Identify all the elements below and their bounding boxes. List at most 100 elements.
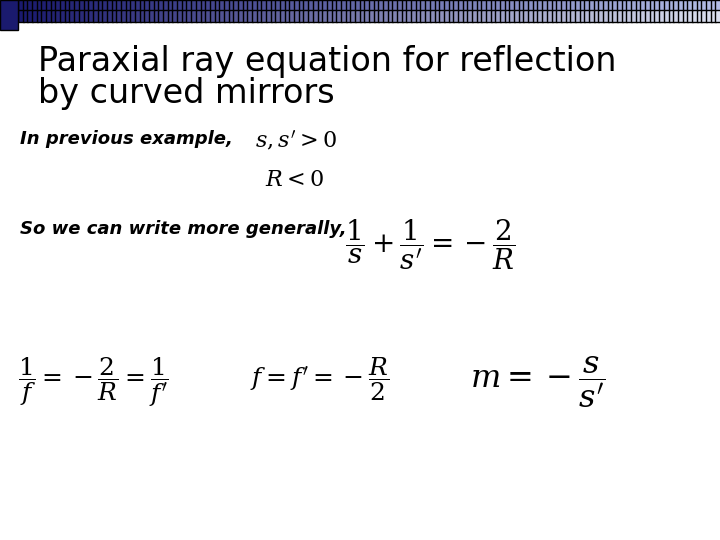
FancyBboxPatch shape [327,0,333,10]
FancyBboxPatch shape [495,0,501,10]
FancyBboxPatch shape [173,0,178,22]
FancyBboxPatch shape [622,0,627,22]
FancyBboxPatch shape [84,0,89,22]
FancyBboxPatch shape [542,0,548,10]
FancyBboxPatch shape [500,0,505,10]
FancyBboxPatch shape [125,0,131,10]
FancyBboxPatch shape [238,0,243,10]
FancyBboxPatch shape [397,0,402,10]
FancyBboxPatch shape [23,0,28,22]
FancyBboxPatch shape [220,0,225,10]
FancyBboxPatch shape [271,0,276,22]
FancyBboxPatch shape [533,0,539,22]
FancyBboxPatch shape [355,0,361,22]
Text: In previous example,: In previous example, [20,130,233,148]
FancyBboxPatch shape [444,0,449,22]
FancyBboxPatch shape [673,0,679,22]
Text: $R<0$: $R<0$ [265,170,324,190]
FancyBboxPatch shape [69,0,75,10]
FancyBboxPatch shape [678,0,683,10]
FancyBboxPatch shape [458,0,464,22]
FancyBboxPatch shape [350,0,356,22]
FancyBboxPatch shape [510,0,515,10]
FancyBboxPatch shape [130,0,136,22]
FancyBboxPatch shape [697,0,702,22]
FancyBboxPatch shape [518,0,524,10]
FancyBboxPatch shape [130,0,136,10]
FancyBboxPatch shape [308,0,314,22]
FancyBboxPatch shape [233,0,239,22]
FancyBboxPatch shape [18,0,24,22]
FancyBboxPatch shape [243,0,248,22]
FancyBboxPatch shape [439,0,445,10]
FancyBboxPatch shape [641,0,646,10]
FancyBboxPatch shape [392,0,398,22]
FancyBboxPatch shape [285,0,290,22]
FancyBboxPatch shape [654,0,660,22]
FancyBboxPatch shape [701,0,707,10]
FancyBboxPatch shape [331,0,337,10]
FancyBboxPatch shape [46,0,52,10]
FancyBboxPatch shape [402,0,408,10]
FancyBboxPatch shape [257,0,262,22]
FancyBboxPatch shape [608,0,613,10]
FancyBboxPatch shape [220,0,225,22]
FancyBboxPatch shape [346,0,351,22]
FancyBboxPatch shape [420,0,426,22]
FancyBboxPatch shape [336,0,342,10]
FancyBboxPatch shape [102,0,108,10]
FancyBboxPatch shape [210,0,215,10]
FancyBboxPatch shape [425,0,431,10]
FancyBboxPatch shape [140,0,145,10]
FancyBboxPatch shape [598,0,604,22]
FancyBboxPatch shape [37,0,42,22]
FancyBboxPatch shape [257,0,262,10]
FancyBboxPatch shape [50,0,56,10]
FancyBboxPatch shape [636,0,642,22]
FancyBboxPatch shape [435,0,440,22]
FancyBboxPatch shape [617,0,623,22]
FancyBboxPatch shape [360,0,365,22]
FancyBboxPatch shape [233,0,239,10]
FancyBboxPatch shape [261,0,267,10]
FancyBboxPatch shape [215,0,220,10]
FancyBboxPatch shape [472,0,477,22]
FancyBboxPatch shape [420,0,426,10]
FancyBboxPatch shape [430,0,436,10]
FancyBboxPatch shape [379,0,384,10]
FancyBboxPatch shape [125,0,131,22]
FancyBboxPatch shape [547,0,552,22]
FancyBboxPatch shape [608,0,613,22]
Text: $s, s'>0$: $s, s'>0$ [255,128,337,152]
FancyBboxPatch shape [570,0,576,10]
FancyBboxPatch shape [181,0,187,10]
FancyBboxPatch shape [275,0,281,10]
FancyBboxPatch shape [575,0,580,10]
FancyBboxPatch shape [158,0,164,22]
FancyBboxPatch shape [46,0,52,22]
Text: $\dfrac{1}{s}+\dfrac{1}{s'}=-\dfrac{2}{R}$: $\dfrac{1}{s}+\dfrac{1}{s'}=-\dfrac{2}{R… [345,217,516,272]
FancyBboxPatch shape [98,0,103,22]
FancyBboxPatch shape [294,0,300,10]
Text: $m=-\dfrac{s}{s'}$: $m=-\dfrac{s}{s'}$ [470,355,605,410]
FancyBboxPatch shape [327,0,333,22]
FancyBboxPatch shape [154,0,159,10]
FancyBboxPatch shape [121,0,127,10]
FancyBboxPatch shape [449,0,454,10]
FancyBboxPatch shape [552,0,557,22]
FancyBboxPatch shape [205,0,211,10]
FancyBboxPatch shape [397,0,402,22]
FancyBboxPatch shape [93,0,99,22]
FancyBboxPatch shape [585,0,590,22]
FancyBboxPatch shape [243,0,248,10]
FancyBboxPatch shape [593,0,599,22]
FancyBboxPatch shape [186,0,192,10]
FancyBboxPatch shape [312,0,318,22]
FancyBboxPatch shape [406,0,412,22]
FancyBboxPatch shape [173,0,178,10]
FancyBboxPatch shape [454,0,459,22]
FancyBboxPatch shape [383,0,389,10]
FancyBboxPatch shape [346,0,351,10]
FancyBboxPatch shape [98,0,103,10]
FancyBboxPatch shape [626,0,632,10]
